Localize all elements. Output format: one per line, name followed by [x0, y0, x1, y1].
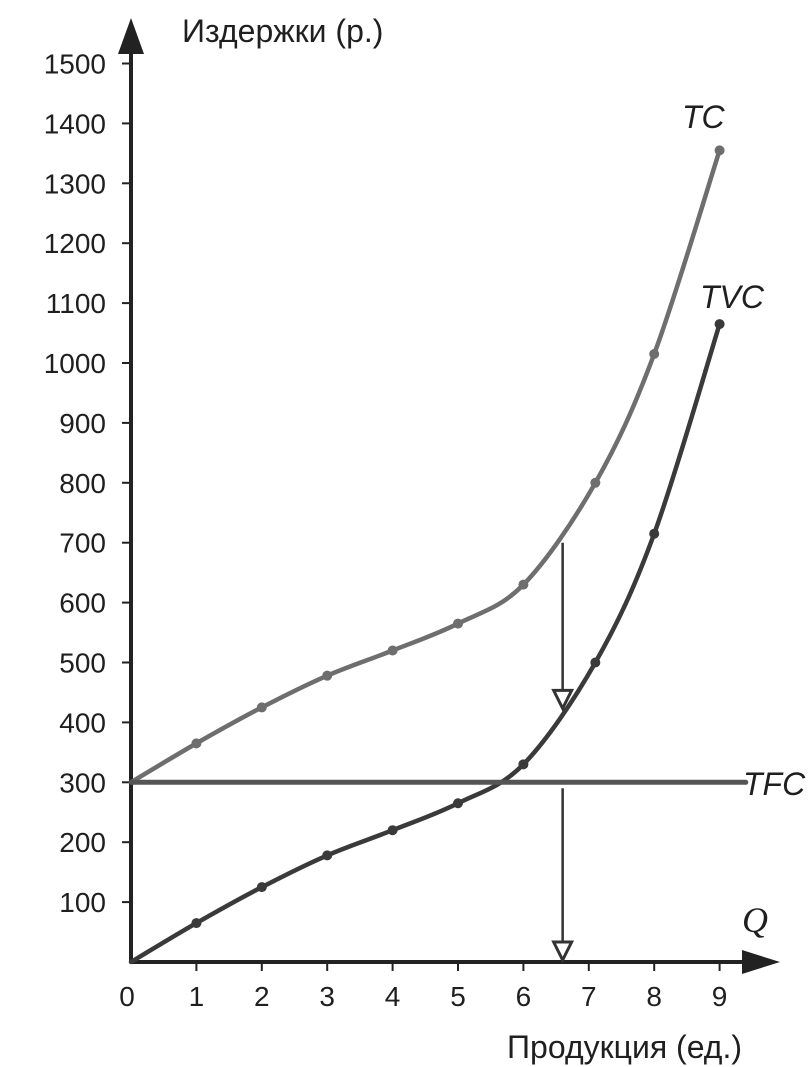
- series-tc-point: [649, 349, 660, 360]
- x-tick-label: 9: [712, 981, 728, 1012]
- annotation-arrow-head: [551, 940, 575, 964]
- series-tc-point: [256, 702, 267, 713]
- x-tick-label: 1: [189, 981, 205, 1012]
- y-tick-label: 400: [59, 707, 106, 738]
- y-tick-label: 800: [59, 468, 106, 499]
- series-tfc-label: TFC: [743, 766, 806, 802]
- x-axis-symbol-q: Q: [742, 900, 768, 940]
- annotation-arrow-head: [551, 688, 575, 712]
- series-layer: TC TVC TFC: [128, 99, 806, 965]
- series-tc-point: [453, 618, 463, 629]
- series-tvc-point: [256, 882, 267, 893]
- y-tick-label: 1200: [44, 228, 106, 259]
- series-tvc-point: [518, 759, 529, 770]
- axes: [118, 18, 780, 974]
- series-tc-point: [322, 670, 333, 681]
- x-tick-label: 6: [516, 981, 532, 1012]
- series-tvc-point: [191, 918, 202, 929]
- y-tick-label: 500: [59, 648, 106, 679]
- y-tick-label: 600: [59, 588, 106, 619]
- y-tick-label: 100: [59, 887, 106, 918]
- y-tick-label: 1400: [44, 108, 106, 139]
- y-tick-label: 900: [59, 408, 106, 439]
- x-tick-label: 3: [319, 981, 335, 1012]
- series-tc-point: [387, 645, 398, 656]
- x-axis-arrowhead: [742, 950, 780, 974]
- x-tick-label: 8: [646, 981, 662, 1012]
- y-tick-label: 300: [59, 767, 106, 798]
- series-tc-line: [128, 148, 722, 785]
- x-tick-label: 4: [385, 981, 401, 1012]
- series-tc-point: [191, 738, 202, 749]
- series-tvc-point: [714, 319, 725, 330]
- series-tvc-point: [322, 850, 333, 861]
- series-tvc-label: TVC: [700, 279, 765, 315]
- x-tick-label: 5: [450, 981, 466, 1012]
- y-tick-label: 200: [59, 827, 106, 858]
- y-tick-label: 700: [59, 528, 106, 559]
- y-tick-label: 1300: [44, 168, 106, 199]
- series-tvc-point: [453, 798, 463, 809]
- x-tick-label: 7: [581, 981, 597, 1012]
- series-tvc-point: [649, 528, 660, 539]
- x-tick-label: 2: [254, 981, 270, 1012]
- x-axis-title: Продукция (ед.): [507, 1029, 742, 1065]
- annotation-layer: [551, 542, 575, 964]
- series-tc-point: [714, 145, 725, 156]
- y-tick-label: 1100: [46, 288, 106, 319]
- y-axis-title: Издержки (р.): [182, 13, 383, 49]
- y-tick-label: 1000: [44, 348, 106, 379]
- y-tick-label: 1500: [44, 49, 106, 80]
- series-tvc-point: [590, 657, 601, 668]
- series-tc-point: [518, 579, 529, 590]
- x-tick-label: 0: [119, 981, 135, 1012]
- series-tc-label: TC: [682, 99, 726, 135]
- series-tvc-point: [387, 825, 398, 836]
- x-ticks: 0 1 2 3 4 5 6 7 8 9: [119, 962, 727, 1012]
- series-tc-point: [590, 477, 601, 488]
- y-axis-arrowhead: [118, 18, 144, 54]
- y-ticks: 100 200 300 400 500 600 700 800 900 1000 1100 1200 1…: [44, 49, 131, 918]
- series-tvc-line: [128, 321, 722, 965]
